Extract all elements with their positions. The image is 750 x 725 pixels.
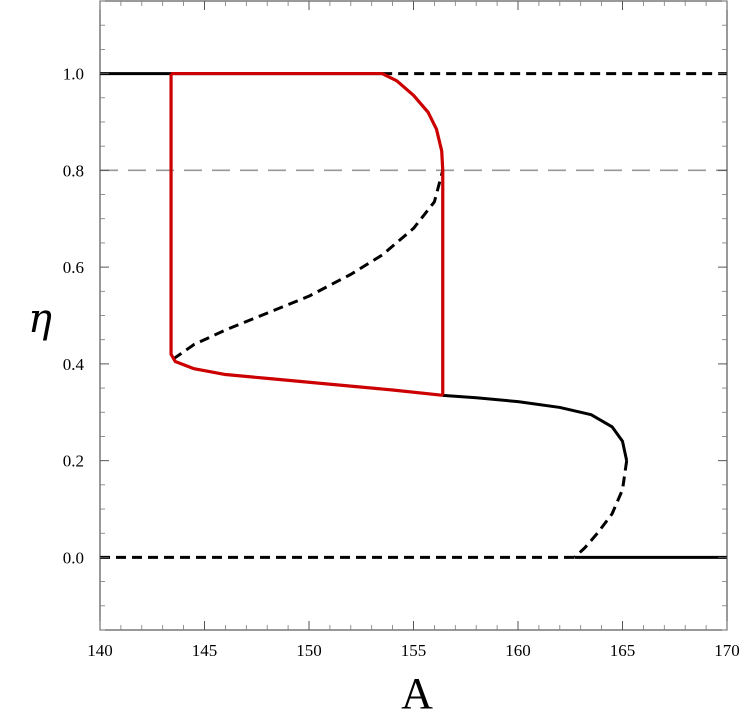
series-line-7	[171, 71, 445, 396]
x-tick-label-6: 170	[714, 641, 740, 660]
x-tick-label-4: 160	[505, 641, 531, 660]
x-tick-label-3: 155	[401, 641, 427, 660]
y-tick-label-5: 1.0	[63, 65, 84, 84]
x-tick-label-1: 145	[192, 641, 218, 660]
y-tick-label-2: 0.4	[63, 355, 85, 374]
x-tick-label-5: 165	[610, 641, 636, 660]
y-tick-label-4: 0.8	[63, 161, 84, 180]
x-tick-label-0: 140	[87, 641, 113, 660]
y-tick-label-0: 0.0	[63, 548, 84, 567]
ticks-layer: 140 145 150 155 160 165 170 0.0 0.2 0.4 0.6 0.8 1.0	[63, 0, 740, 660]
y-axis-label: η	[28, 296, 52, 342]
series-layer	[100, 71, 727, 559]
y-tick-label-1: 0.2	[63, 452, 84, 471]
series-line-2	[442, 393, 629, 461]
x-axis-label: A	[401, 669, 433, 718]
series-line-3	[573, 460, 629, 559]
y-tick-label-3: 0.6	[63, 258, 84, 277]
series-line-6	[172, 169, 445, 361]
x-tick-label-2: 150	[296, 641, 322, 660]
series-line-8	[169, 73, 443, 397]
